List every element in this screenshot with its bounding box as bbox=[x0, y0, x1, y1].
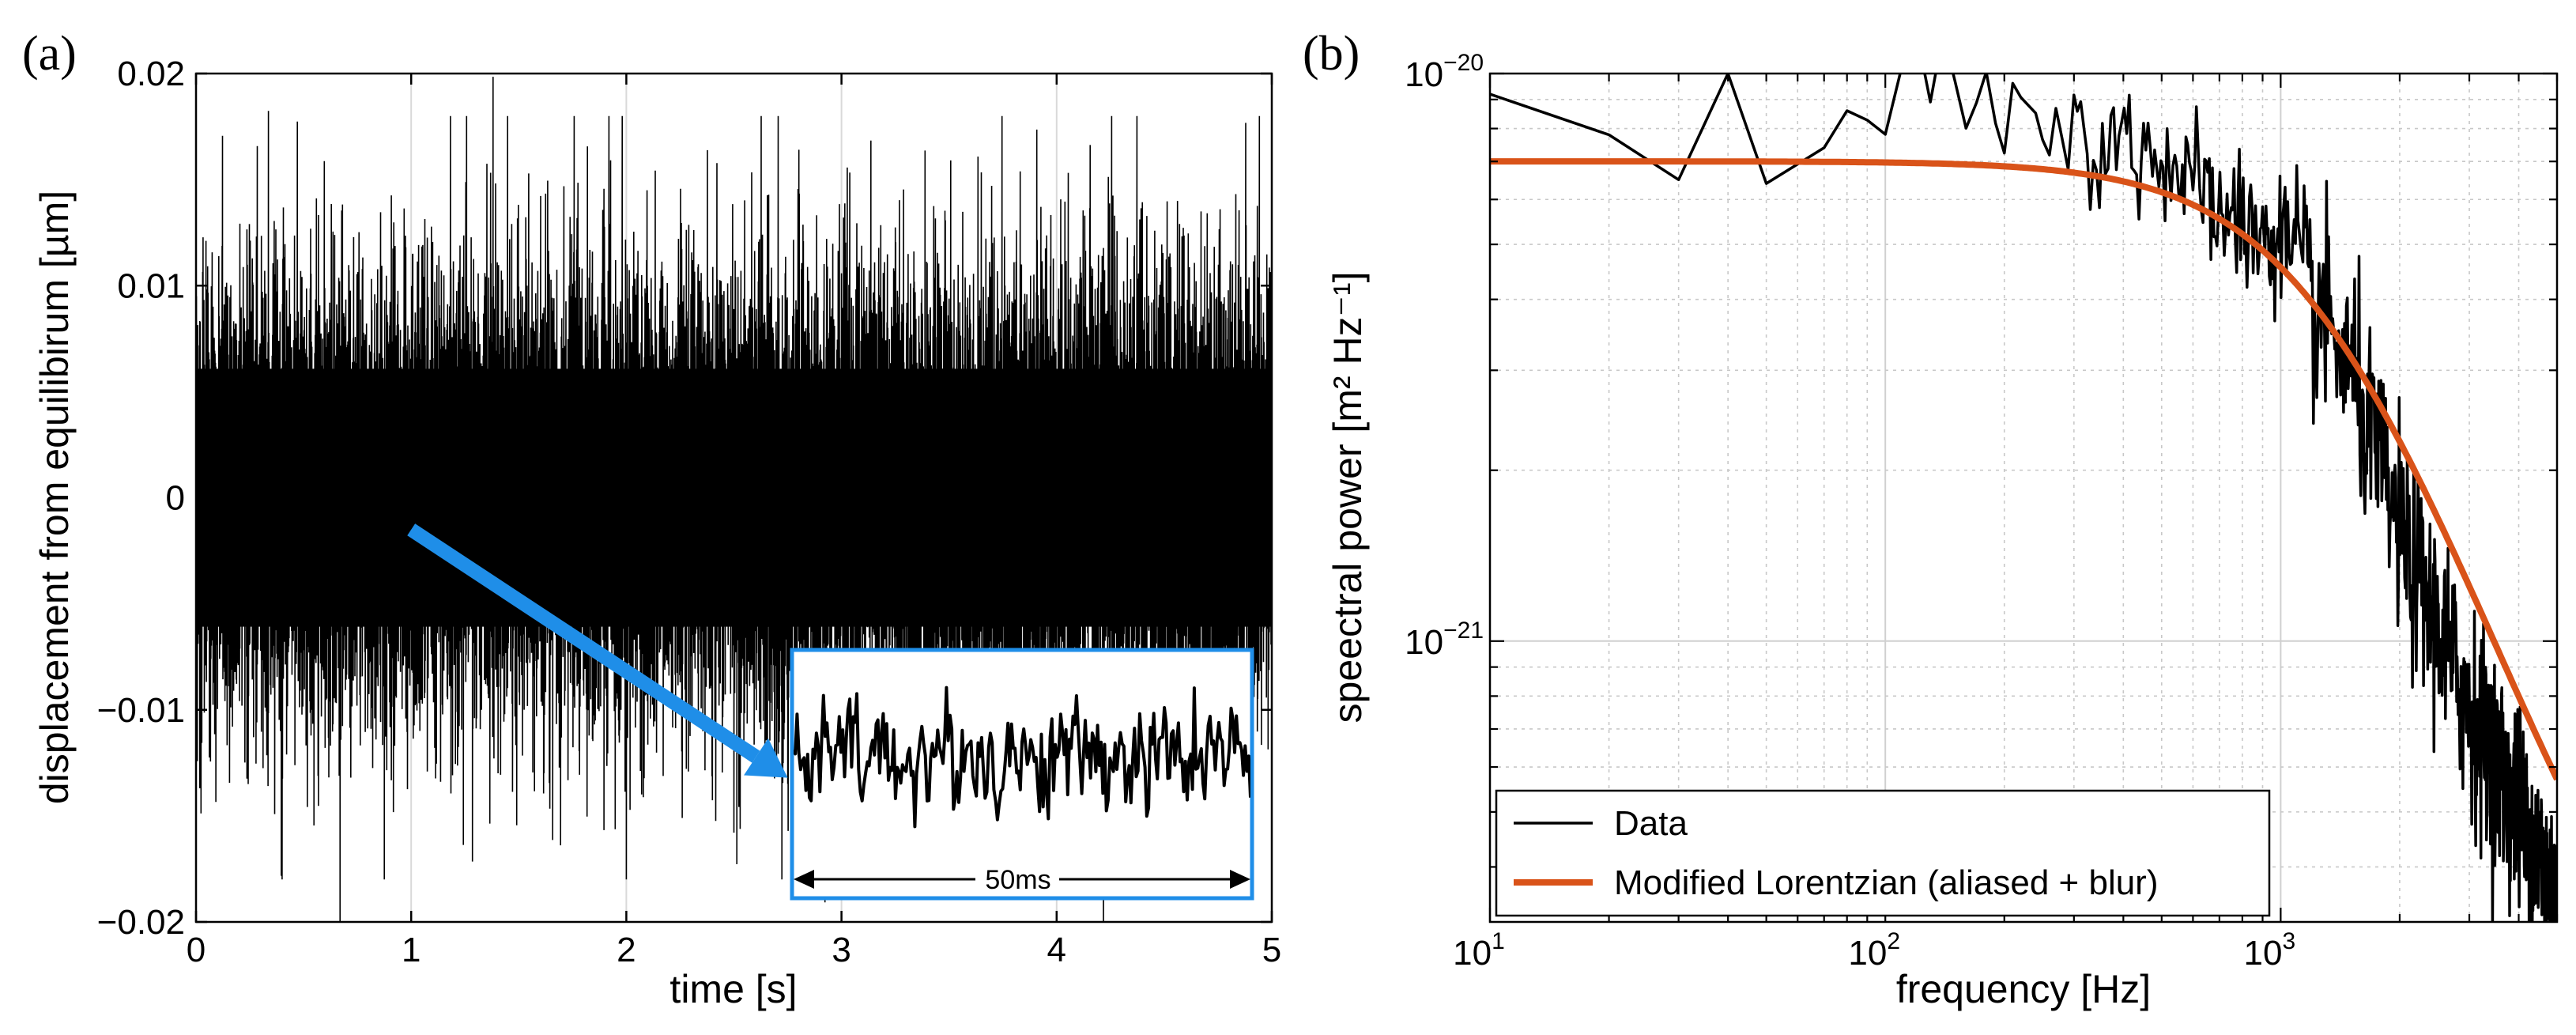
series-data bbox=[1490, 74, 2557, 922]
ticks-a: 0 1 2 3 4 5 −0.02 −0.01 0 0.01 0.02 bbox=[97, 55, 1282, 969]
series-displacement-core bbox=[196, 368, 1272, 627]
x-tick-label-a: 4 bbox=[1047, 931, 1066, 969]
x-tick-label-a: 1 bbox=[402, 931, 421, 969]
panel-label-b: (b) bbox=[1303, 27, 1360, 81]
panel-label-a: (a) bbox=[22, 27, 77, 81]
x-tick-label-b: 103 bbox=[2244, 928, 2296, 973]
x-tick-label-a: 3 bbox=[832, 931, 850, 969]
x-tick-label-a: 2 bbox=[617, 931, 636, 969]
inset-zoom: 50ms bbox=[790, 648, 1254, 901]
series-modified-lorentzian bbox=[1490, 158, 2557, 781]
y-tick-label-a: 0.01 bbox=[117, 266, 185, 305]
panel-b: (b) 101 102 103 10−21 10−20 frequency [Hz] s… bbox=[1303, 27, 2559, 1011]
legend: Data Modified Lorentzian (aliased + blur… bbox=[1495, 789, 2271, 917]
panel-a: (a) 0 1 2 3 4 5 −0.02 −0.01 0 0.01 0.02 time [s] d… bbox=[22, 27, 1281, 1011]
inset-scale-bar: 50ms bbox=[794, 862, 1250, 895]
legend-entry-data: Data bbox=[1614, 804, 1688, 843]
y-axis-label-b: speectral power [m² Hz⁻¹] bbox=[1326, 272, 1370, 723]
series-displacement bbox=[196, 77, 1272, 922]
y-tick-label-a: 0 bbox=[166, 479, 185, 518]
inset-arrow bbox=[407, 523, 788, 778]
y-tick-label-a: −0.02 bbox=[97, 903, 185, 942]
inset-trace-line bbox=[794, 686, 1250, 829]
inset-scale-label: 50ms bbox=[985, 865, 1050, 895]
legend-box bbox=[1495, 789, 2271, 917]
x-tick-label-a: 5 bbox=[1262, 931, 1281, 969]
x-tick-label-b: 101 bbox=[1453, 928, 1505, 973]
axes-box-b bbox=[1488, 72, 2559, 924]
x-tick-label-a: 0 bbox=[187, 931, 206, 969]
y-tick-label-b: 10−20 bbox=[1405, 50, 1484, 94]
x-tick-label-b: 102 bbox=[1848, 928, 1900, 973]
y-tick-label-a: 0.02 bbox=[117, 55, 185, 93]
legend-entry-lorentzian: Modified Lorentzian (aliased + blur) bbox=[1614, 863, 2159, 902]
y-tick-label-b: 10−21 bbox=[1405, 618, 1484, 662]
inset-trace bbox=[794, 686, 1250, 829]
y-axis-label-a: displacement from equilibirum [µm] bbox=[32, 191, 77, 804]
y-tick-label-a: −0.01 bbox=[97, 691, 185, 730]
x-axis-label-a: time [s] bbox=[669, 967, 797, 1011]
x-axis-label-b: frequency [Hz] bbox=[1896, 967, 2151, 1011]
